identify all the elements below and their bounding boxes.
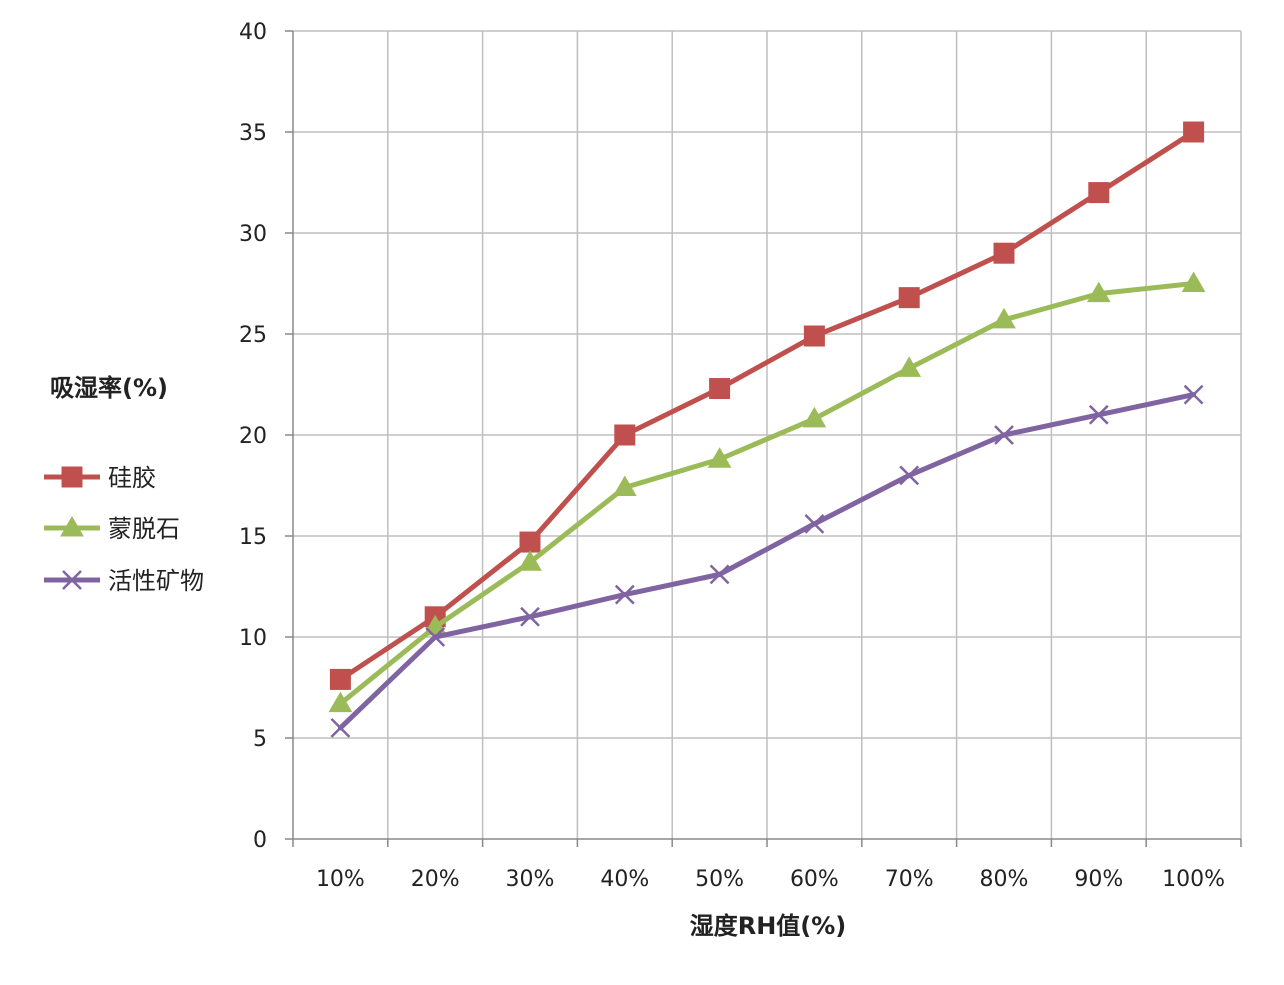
y-axis-title: 吸湿率(%) xyxy=(50,374,168,402)
data-point xyxy=(520,606,540,627)
series-line xyxy=(337,129,1197,682)
data-point xyxy=(899,465,920,486)
x-tick-label: 50% xyxy=(695,867,744,892)
x-tick-label: 20% xyxy=(411,867,460,892)
legend-marker xyxy=(61,466,83,488)
data-point xyxy=(425,627,446,647)
legend-item: 蒙脱石 xyxy=(44,515,180,543)
legend-label: 活性矿物 xyxy=(108,567,204,595)
y-tick-label: 5 xyxy=(253,727,267,752)
data-point xyxy=(1088,404,1109,425)
data-point xyxy=(803,325,825,347)
grid xyxy=(293,30,1242,839)
legend-item: 硅胶 xyxy=(44,464,156,492)
series-line xyxy=(337,281,1197,707)
legend-item: 活性矿物 xyxy=(44,567,204,595)
x-tick-label: 40% xyxy=(600,867,649,892)
data-point xyxy=(330,718,351,738)
y-tick-label: 15 xyxy=(239,525,267,550)
data-point xyxy=(518,550,542,571)
y-tick-labels: 0 5 10 15 20 25 30 35 40 xyxy=(239,20,267,853)
data-point xyxy=(328,691,353,713)
x-tick-label: 60% xyxy=(790,867,839,892)
y-tick-label: 10 xyxy=(239,626,267,651)
x-axis-title: 湿度RH值(%) xyxy=(690,912,847,940)
data-point xyxy=(993,242,1015,264)
series-line xyxy=(337,392,1197,731)
legend-marker xyxy=(60,516,84,537)
x-tick-label: 90% xyxy=(1074,867,1123,892)
data-point xyxy=(519,531,541,553)
data-point xyxy=(614,584,635,605)
data-point xyxy=(614,424,636,446)
legend-marker xyxy=(62,570,82,590)
y-tick-label: 25 xyxy=(239,323,267,348)
x-tick-label: 100% xyxy=(1162,867,1225,892)
data-point xyxy=(1088,182,1110,204)
data-point xyxy=(1181,271,1206,292)
data-point xyxy=(994,425,1014,445)
data-point xyxy=(612,475,637,497)
legend-label: 硅胶 xyxy=(108,464,156,492)
series-x xyxy=(330,384,1204,738)
y-tick-label: 20 xyxy=(239,424,267,449)
data-point xyxy=(897,356,922,377)
x-tick-label: 80% xyxy=(980,867,1029,892)
data-point xyxy=(992,307,1016,329)
data-point xyxy=(709,378,731,400)
legend-label: 蒙脱石 xyxy=(108,515,180,543)
x-tick-label: 70% xyxy=(885,867,934,892)
data-point xyxy=(329,668,351,690)
data-point xyxy=(898,287,920,309)
y-tick-label: 35 xyxy=(239,121,267,146)
data-point xyxy=(1183,121,1205,143)
data-point xyxy=(802,406,827,428)
axes xyxy=(285,30,1242,847)
series xyxy=(328,121,1206,738)
data-point xyxy=(1086,281,1111,303)
series-square xyxy=(329,121,1205,690)
y-tick-label: 40 xyxy=(239,20,267,45)
data-point xyxy=(707,447,732,468)
data-point xyxy=(1183,384,1204,405)
y-tick-label: 30 xyxy=(239,222,267,247)
data-point xyxy=(709,564,730,585)
x-tick-label: 30% xyxy=(506,867,555,892)
y-tick-label: 0 xyxy=(253,828,267,853)
data-point xyxy=(804,513,825,534)
x-tick-labels: 10% 20% 30% 40% 50% 60% 70% 80% 90% 100% xyxy=(316,867,1225,892)
x-tick-label: 10% xyxy=(316,867,365,892)
